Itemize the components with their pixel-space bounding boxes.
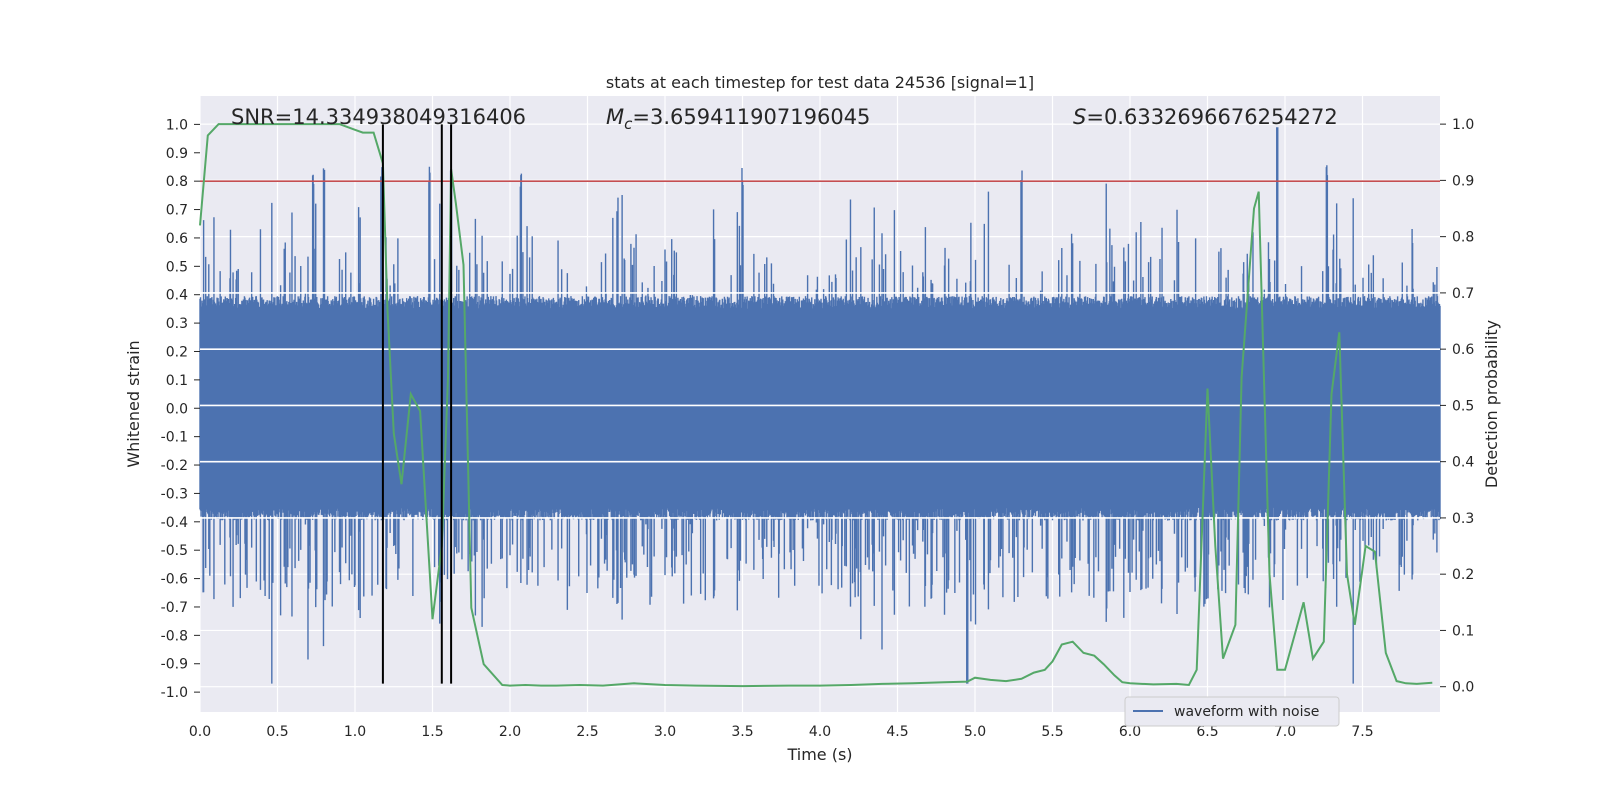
y-tick-label: -0.9 <box>161 657 188 673</box>
y2-tick-label: 0.6 <box>1452 342 1474 358</box>
y-tick-label: 1.0 <box>166 117 188 133</box>
x-tick-label: 7.0 <box>1274 724 1296 740</box>
s-annotation: S=0.6332696676254272 <box>1073 105 1338 129</box>
y-tick-label: 0.7 <box>166 203 188 219</box>
y2-tick-label: 0.4 <box>1452 455 1474 471</box>
legend-box <box>1124 696 1340 727</box>
probability-line <box>199 123 1433 688</box>
x-tick-label: 0.0 <box>189 724 211 740</box>
y-tick-label: -0.4 <box>161 515 188 531</box>
y2-tick-label: 0.9 <box>1452 173 1474 189</box>
y-tick-label: -0.8 <box>161 628 188 644</box>
snr-annotation: SNR=14.334938049316406 <box>231 105 526 129</box>
y-tick-label: 0.1 <box>166 373 188 389</box>
x-tick-label: 6.5 <box>1196 724 1218 740</box>
mc-value: =3.659411907196045 <box>632 105 870 129</box>
legend: waveform with noise <box>1124 696 1340 727</box>
y2-tick-label: 0.0 <box>1452 680 1474 696</box>
y-tick-label: -0.2 <box>161 458 188 474</box>
y2-tick-label: 0.8 <box>1452 230 1474 246</box>
x-tick-label: 2.5 <box>576 724 598 740</box>
y2-tick-label: 0.1 <box>1452 623 1474 639</box>
y2-axis-label: Detection probability <box>1482 320 1501 488</box>
ticks: 0.0 0.5 1.0 1.5 2.0 2.5 3.0 3.5 4.0 4.5 5.0 5.5 6.0 6… <box>161 117 1475 740</box>
y2-tick-label: 0.2 <box>1452 567 1474 583</box>
x-tick-label: 5.5 <box>1041 724 1063 740</box>
mc-annotation: Mc=3.659411907196045 <box>606 105 870 133</box>
x-tick-label: 5.0 <box>964 724 986 740</box>
y-tick-label: 0.5 <box>166 259 188 275</box>
y-tick-label: 0.3 <box>166 316 188 332</box>
y-tick-label: -0.5 <box>161 543 188 559</box>
y2-tick-label: 1.0 <box>1452 117 1474 133</box>
s-value: =0.6332696676254272 <box>1086 105 1337 129</box>
x-tick-label: 1.0 <box>344 724 366 740</box>
y-tick-label: 0.8 <box>166 174 188 190</box>
chart-title: stats at each timestep for test data 245… <box>606 73 1034 92</box>
y-axis-label: Whitened strain <box>124 340 143 467</box>
x-tick-label: 0.5 <box>266 724 288 740</box>
probability-series <box>199 123 1433 688</box>
y-tick-label: -0.6 <box>161 572 188 588</box>
y2-tick-label: 0.5 <box>1452 398 1474 414</box>
x-tick-label: 2.0 <box>499 724 521 740</box>
x-tick-label: 3.0 <box>654 724 676 740</box>
vertical-markers <box>381 124 453 684</box>
horizontal-lines <box>200 180 1440 519</box>
mc-subscript: c <box>624 115 633 133</box>
y-tick-label: 0.4 <box>166 288 188 304</box>
y-tick-label: -0.7 <box>161 600 188 616</box>
x-tick-label: 4.0 <box>809 724 831 740</box>
legend-label: waveform with noise <box>1174 704 1319 720</box>
x-tick-label: 6.0 <box>1119 724 1141 740</box>
x-tick-label: 7.5 <box>1351 724 1373 740</box>
y2-tick-label: 0.3 <box>1452 511 1474 527</box>
x-axis-label: Time (s) <box>786 745 852 764</box>
mc-symbol: M <box>606 105 624 129</box>
y-tick-label: 0.2 <box>166 344 188 360</box>
y-tick-label: -1.0 <box>161 685 188 701</box>
y-tick-label: 0.0 <box>166 401 188 417</box>
y-tick-label: 0.6 <box>166 231 188 247</box>
y-tick-label: 0.9 <box>166 146 188 162</box>
s-symbol: S <box>1073 105 1086 129</box>
y-tick-label: -0.3 <box>161 486 188 502</box>
x-tick-label: 4.5 <box>886 724 908 740</box>
x-tick-label: 1.5 <box>421 724 443 740</box>
y-tick-label: -0.1 <box>161 430 188 446</box>
y2-tick-label: 0.7 <box>1452 286 1474 302</box>
x-tick-label: 3.5 <box>731 724 753 740</box>
